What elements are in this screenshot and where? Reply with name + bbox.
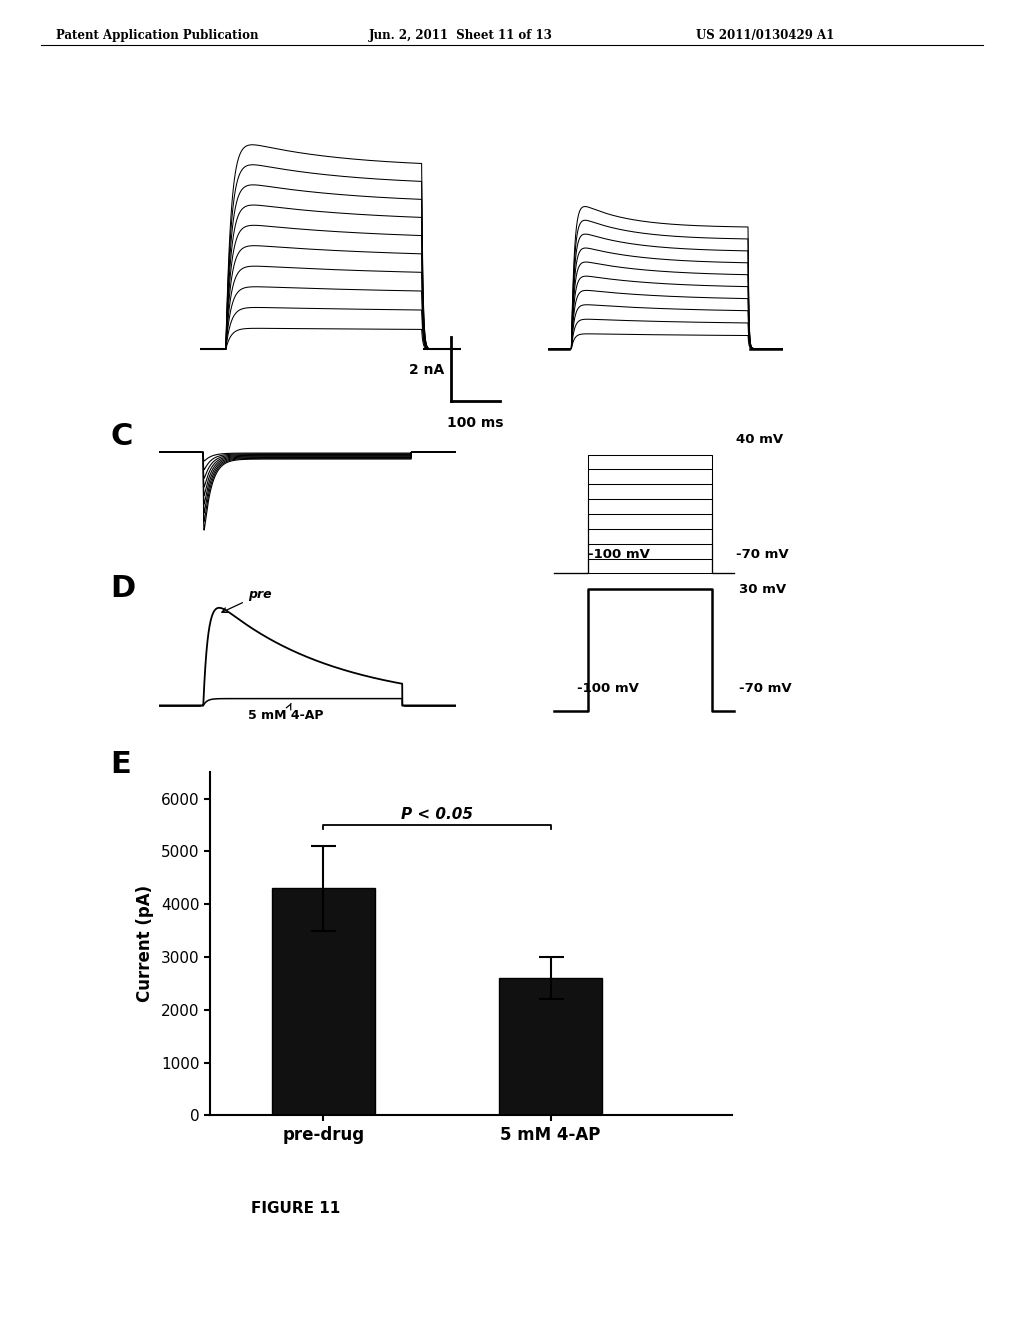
Text: 5 mM 4-AP: 5 mM 4-AP: [248, 704, 324, 722]
Text: 2 nA: 2 nA: [410, 363, 444, 378]
Text: 30 mV: 30 mV: [738, 583, 785, 595]
Text: D: D: [111, 574, 136, 603]
Text: 40 mV: 40 mV: [736, 433, 783, 446]
Text: E: E: [111, 750, 131, 779]
Text: -70 mV: -70 mV: [738, 681, 792, 694]
Text: Patent Application Publication: Patent Application Publication: [56, 29, 259, 42]
Bar: [500, 978, 602, 1115]
Y-axis label: Current (pA): Current (pA): [136, 886, 154, 1002]
Text: US 2011/0130429 A1: US 2011/0130429 A1: [696, 29, 835, 42]
Text: C: C: [111, 422, 133, 451]
Text: -70 mV: -70 mV: [736, 548, 790, 561]
Text: P < 0.05: P < 0.05: [401, 807, 473, 822]
Text: pre: pre: [222, 589, 271, 612]
Bar: [272, 888, 375, 1115]
Text: -100 mV: -100 mV: [588, 548, 649, 561]
Text: -100 mV: -100 mV: [577, 681, 638, 694]
Text: 100 ms: 100 ms: [446, 416, 504, 430]
Text: FIGURE 11: FIGURE 11: [251, 1201, 340, 1216]
Text: Jun. 2, 2011  Sheet 11 of 13: Jun. 2, 2011 Sheet 11 of 13: [369, 29, 553, 42]
